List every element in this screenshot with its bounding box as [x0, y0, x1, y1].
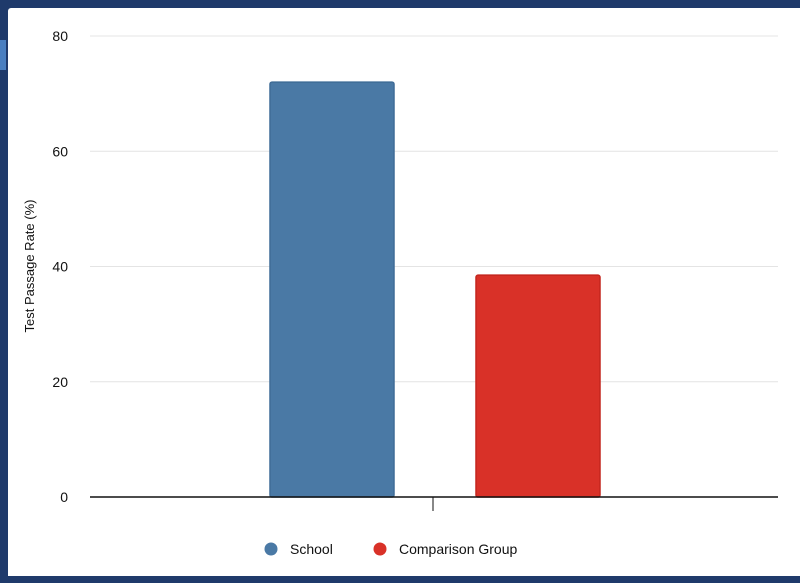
bars [269, 81, 601, 498]
legend-marker-comparison-group [373, 542, 387, 556]
y-tick-label-20: 20 [52, 374, 68, 390]
y-axis-ticks: 0 20 40 60 80 [52, 28, 68, 505]
y-tick-label-40: 40 [52, 259, 68, 275]
y-tick-label-60: 60 [52, 143, 68, 159]
legend-label-school: School [290, 541, 333, 557]
bar-school [269, 81, 395, 498]
y-tick-label-0: 0 [60, 489, 68, 505]
y-axis-title: Test Passage Rate (%) [22, 200, 37, 333]
y-tick-label-80: 80 [52, 28, 68, 44]
gridlines [90, 35, 778, 383]
legend-label-comparison-group: Comparison Group [399, 541, 517, 557]
bar-comparison-group [475, 274, 601, 498]
legend: School Comparison Group [264, 541, 517, 557]
chart-panel [8, 8, 800, 576]
window-edge-accent [0, 40, 6, 70]
legend-marker-school [264, 542, 278, 556]
